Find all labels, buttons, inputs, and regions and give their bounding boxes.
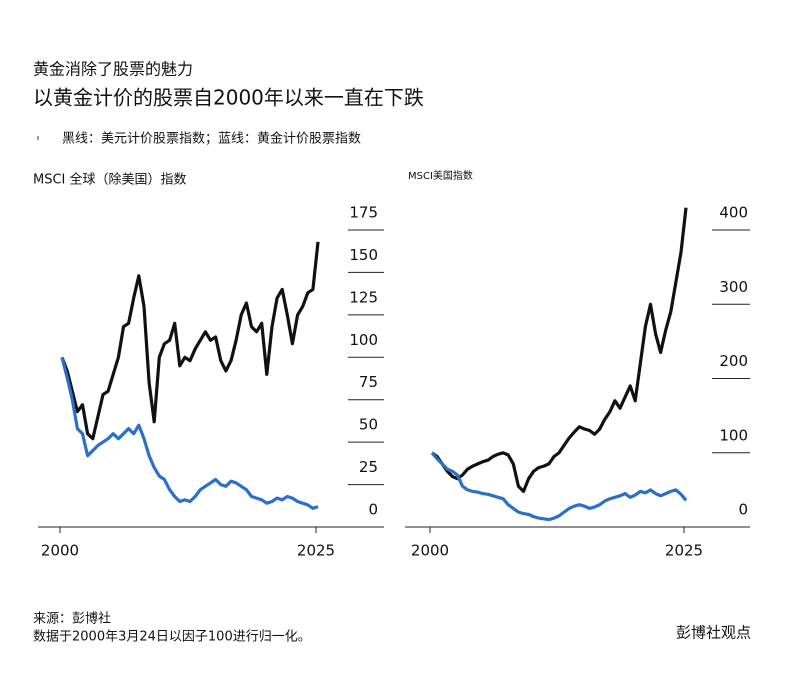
y-tick-label: 300 bbox=[719, 278, 748, 296]
y-tick-label: 200 bbox=[719, 352, 748, 370]
subtitle: 以黄金计价的股票自2000年以来一直在下跌 bbox=[33, 86, 424, 110]
y-tick-label: 75 bbox=[359, 373, 378, 391]
chart-title: MSCI 全球（除美国）指数 bbox=[33, 172, 187, 188]
x-tick-label: 2025 bbox=[665, 542, 703, 560]
y-tick-label: 100 bbox=[719, 426, 748, 444]
y-tick-label: 125 bbox=[349, 288, 378, 306]
y-tick-label: 0 bbox=[368, 501, 378, 519]
series-line bbox=[431, 207, 688, 493]
series-line bbox=[60, 241, 320, 441]
y-tick-label: 50 bbox=[359, 416, 378, 434]
title: 黄金消除了股票的魅力 bbox=[33, 60, 193, 79]
source: 来源：彭博社 bbox=[33, 611, 111, 627]
brand: 彭博社观点 bbox=[676, 624, 751, 642]
note: 数据于2000年3月24日以因子100进行归一化。 bbox=[33, 630, 311, 645]
x-tick-label: 2025 bbox=[297, 542, 335, 560]
chart-title: MSCI美国指数 bbox=[408, 169, 473, 182]
legend-marker bbox=[37, 136, 39, 140]
y-tick-label: 150 bbox=[349, 246, 378, 264]
y-tick-label: 175 bbox=[349, 204, 378, 222]
x-tick-label: 2000 bbox=[41, 542, 79, 560]
y-tick-label: 25 bbox=[359, 458, 378, 476]
legend-note: 黑线：美元计价股票指数；蓝线：黄金计价股票指数 bbox=[62, 131, 361, 147]
y-tick-label: 100 bbox=[349, 331, 378, 349]
series-line bbox=[430, 451, 688, 522]
y-tick-label: 0 bbox=[738, 501, 748, 519]
x-tick-label: 2000 bbox=[411, 542, 449, 560]
y-tick-label: 400 bbox=[719, 204, 748, 222]
series-line bbox=[60, 356, 319, 510]
